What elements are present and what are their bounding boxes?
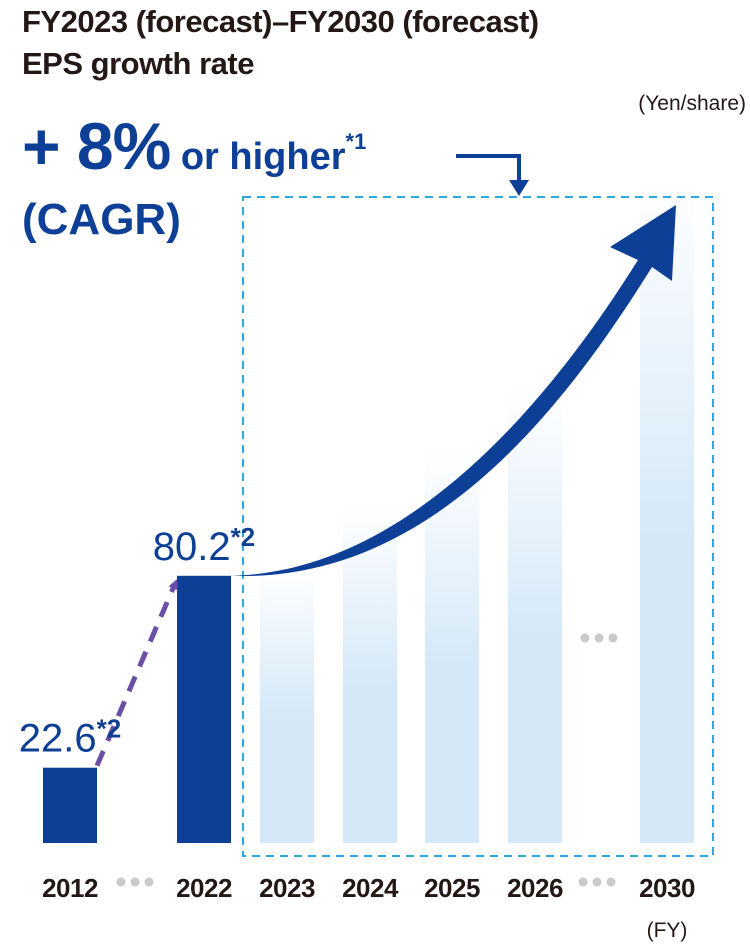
data-label-2022: 80.2*2 (153, 522, 255, 569)
forecast-bar-2024 (343, 503, 397, 843)
x-axis-unit-label: (FY) (647, 919, 688, 942)
unit-label: (Yen/share) (638, 92, 746, 115)
tick-label-2026: 2026 (507, 873, 563, 903)
cagr-label: (CAGR) (22, 195, 181, 244)
forecast-range-box (242, 196, 714, 857)
cagr-connector-arrowhead (509, 180, 529, 196)
data-label-2012: 22.6*2 (19, 714, 121, 761)
forecast-bar-2025 (425, 449, 479, 843)
growth-dashed-arrow (94, 579, 178, 767)
bar-2012 (43, 767, 97, 843)
tick-label-2012: 2012 (42, 873, 98, 903)
ellipsis-dots-plot (580, 633, 618, 643)
tick-label-2030: 2030 (639, 873, 695, 903)
tick-label-2023: 2023 (259, 873, 315, 903)
cagr-text: or higher (170, 136, 346, 178)
tick-label-2024: 2024 (342, 873, 399, 903)
cagr-callout: + 8% or higher*1 (22, 108, 366, 184)
chart-title-line-1: FY2023 (forecast)–FY2030 (forecast) (22, 4, 539, 39)
forecast-bar-2023 (260, 566, 314, 843)
ellipsis-dots-axis-left (116, 877, 154, 887)
tick-label-2025: 2025 (424, 873, 480, 903)
forecast-bar-2026 (508, 386, 562, 843)
ellipsis-dots-axis-right (578, 877, 616, 887)
bar-2022 (177, 575, 231, 843)
chart-title-line-2: EPS growth rate (22, 46, 254, 81)
growth-curve-arrow (231, 205, 676, 577)
cagr-connector-line (456, 154, 521, 184)
forecast-bar-2030 (640, 176, 694, 844)
tick-label-2022: 2022 (176, 873, 232, 903)
cagr-value: + 8% (22, 109, 171, 183)
cagr-footnote-mark: *1 (345, 129, 367, 154)
